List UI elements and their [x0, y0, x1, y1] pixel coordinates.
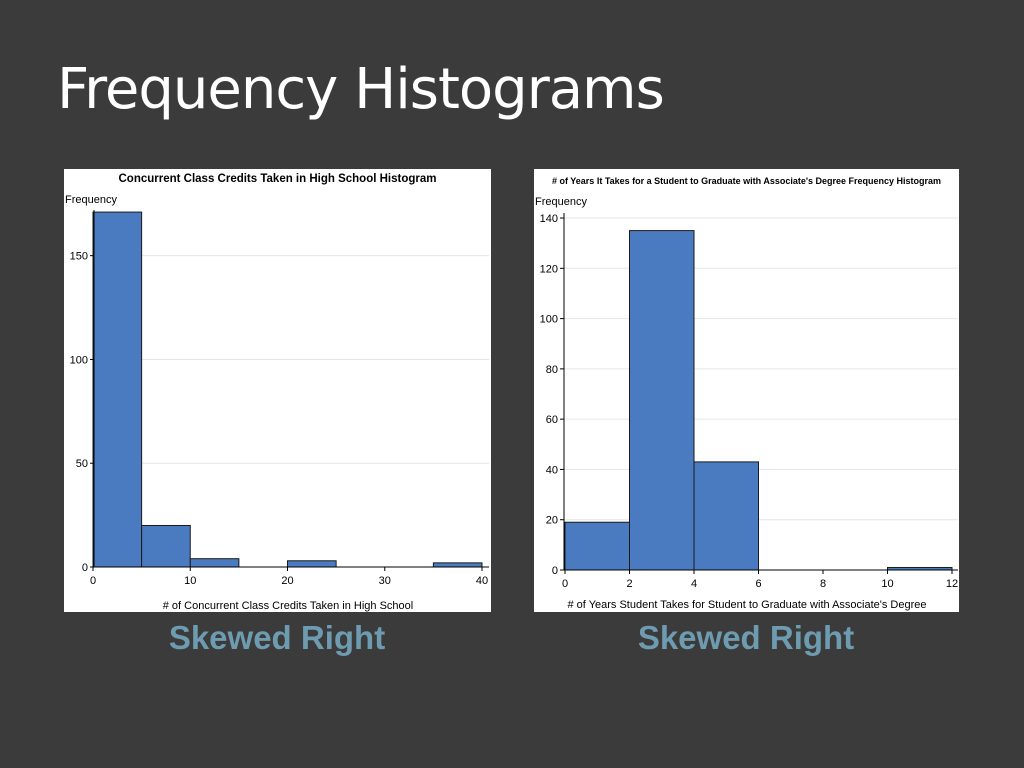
- y-tick-label: 60: [546, 414, 558, 426]
- y-tick-label: 50: [76, 458, 88, 470]
- x-tick-label: 0: [90, 575, 96, 587]
- x-tick-label: 20: [281, 575, 293, 587]
- chart-title: Concurrent Class Credits Taken in High S…: [118, 173, 436, 185]
- y-tick-label: 20: [546, 515, 558, 527]
- histogram-credits-panel: Concurrent Class Credits Taken in High S…: [64, 169, 491, 612]
- x-tick-label: 8: [820, 578, 826, 590]
- x-tick-label: 2: [626, 578, 632, 590]
- y-axis-label: Frequency: [65, 194, 117, 206]
- x-tick-label: 4: [691, 578, 697, 590]
- chart-title: # of Years It Takes for a Student to Gra…: [552, 176, 941, 186]
- slide-title: Frequency Histograms: [57, 57, 665, 122]
- histogram-bar: [564, 521, 630, 571]
- x-tick-label: 0: [562, 578, 568, 590]
- x-tick-label: 10: [184, 575, 196, 587]
- histogram-bar: [189, 558, 240, 568]
- histogram-years-chart: # of Years It Takes for a Student to Gra…: [535, 176, 958, 611]
- y-tick-label: 100: [540, 314, 558, 326]
- histogram-bar: [141, 524, 191, 568]
- histogram-years-panel: # of Years It Takes for a Student to Gra…: [534, 169, 959, 612]
- y-tick-label: 140: [540, 213, 558, 225]
- y-tick-label: 120: [540, 263, 558, 275]
- histogram-bar: [92, 211, 143, 568]
- histogram-bar: [629, 230, 695, 571]
- y-tick-label: 0: [552, 565, 558, 577]
- y-tick-label: 40: [546, 464, 558, 476]
- x-tick-label: 30: [379, 575, 391, 587]
- y-axis-label: Frequency: [535, 196, 587, 208]
- histogram-bar: [432, 562, 483, 568]
- x-axis-label: # of Concurrent Class Credits Taken in H…: [163, 600, 413, 612]
- histogram-bar: [693, 461, 759, 571]
- y-tick-label: 0: [82, 562, 88, 574]
- caption-right: Skewed Right: [637, 619, 855, 656]
- histogram-credits-chart: Concurrent Class Credits Taken in High S…: [65, 173, 489, 612]
- x-tick-label: 12: [946, 578, 958, 590]
- histogram-bar: [287, 560, 337, 568]
- y-tick-label: 150: [70, 251, 88, 263]
- caption-left: Skewed Right: [168, 619, 386, 656]
- x-tick-label: 6: [755, 578, 761, 590]
- x-tick-label: 10: [881, 578, 893, 590]
- x-tick-label: 40: [476, 575, 488, 587]
- x-axis-label: # of Years Student Takes for Student to …: [567, 599, 926, 611]
- y-tick-label: 100: [70, 354, 88, 366]
- y-tick-label: 80: [546, 364, 558, 376]
